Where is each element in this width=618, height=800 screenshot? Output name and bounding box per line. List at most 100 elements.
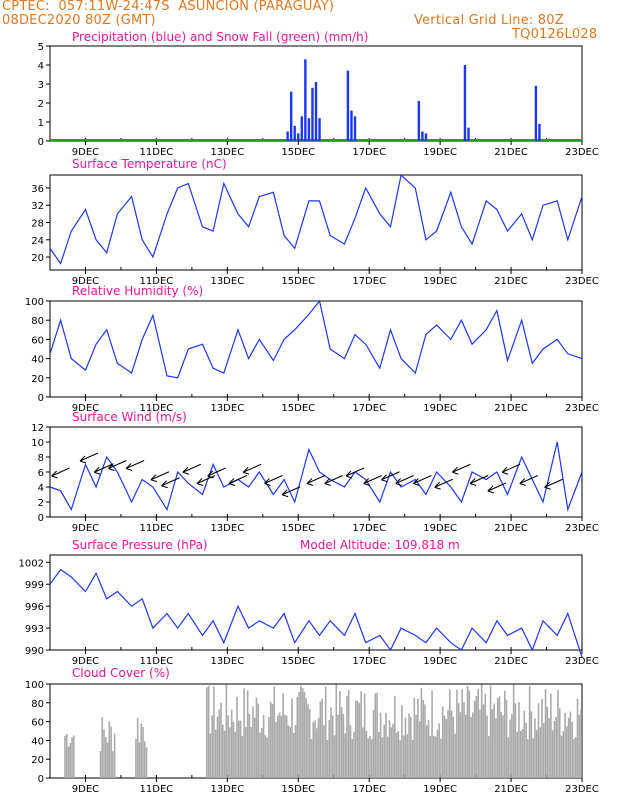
cloud-bar [574,736,577,778]
x-tick-label: 19DEC [423,656,457,667]
wind-arrowhead [395,478,402,486]
wind-arrowhead [363,478,370,486]
wind-arrowhead [487,485,495,494]
x-tick-label: 13DEC [210,276,244,287]
cloud-bar [207,685,210,778]
cloud-bar [541,698,543,778]
cloud-bar [335,684,338,778]
cloud-bar [392,723,394,778]
cloud-bar [245,726,247,778]
x-tick-label: 11DEC [140,276,174,287]
wind-vector [228,475,248,484]
wind-vector [345,467,365,477]
cloud-bar [479,709,481,778]
cloud-bar [276,715,279,778]
wind-vector [281,486,301,496]
y-tick-label: 0 [38,393,44,404]
cloud-bar [503,690,506,778]
cloud-bar [112,751,114,778]
x-tick-label: 13DEC [210,523,244,534]
cloud-bar [557,689,559,778]
cloud-bar [374,693,377,778]
cloud-bar [395,732,398,778]
cloud-bar [264,735,267,778]
cloud-bar [269,701,272,778]
y-tick-label: 100 [25,680,44,691]
cloud-bar [542,723,545,778]
cloud-bar [567,717,570,778]
cloud-bar [397,731,400,778]
wind-vector [413,475,432,484]
x-tick-label: 23DEC [565,784,599,795]
cloud-bar [381,737,384,778]
precip-bar [289,91,293,141]
wind-vector [150,471,170,481]
cloud-bar [259,732,261,778]
cloud-bar [420,687,423,778]
cloud-bar [285,715,288,778]
cloud-bar [230,709,233,778]
cloud-bar [484,693,487,778]
cloud-bar [530,711,533,778]
cloud-bar [369,735,371,778]
cloud-bar [489,685,492,778]
precip-bar [311,87,314,141]
wind-vector [487,482,507,492]
cloud-bar [298,691,300,778]
cloud-bar [544,689,547,778]
wind-vector [125,460,145,469]
panel-title: Cloud Cover (%) [72,666,170,680]
cloud-bar [431,690,433,778]
cloud-bar [454,733,456,778]
y-tick-label: 2 [38,498,44,509]
wind-arrowhead [345,470,353,479]
x-tick-label: 23DEC [565,403,599,414]
cloud-bar [443,715,446,778]
wind-vector [264,475,283,484]
cloud-bar [532,738,534,778]
wind-vector [108,460,127,469]
cloud-bar [404,717,407,778]
panel-title: Surface Temperature (nC) [72,157,227,171]
y-tick-label: 20 [31,253,44,264]
cloud-bar [209,733,212,778]
x-tick-label: 11DEC [140,147,174,158]
cloud-bar [275,722,277,778]
cloud-bar [349,725,352,778]
cloud-bar [355,700,357,778]
cloud-bar [330,707,332,778]
cloud-bar [548,718,550,778]
y-tick-label: 10 [31,438,44,449]
wind-vector [242,463,262,473]
x-tick-label: 21DEC [494,276,528,287]
cloud-bar [480,684,483,778]
cloud-bar [316,728,318,778]
wind-arrowhead [182,466,190,475]
cloud-bar [525,722,527,778]
cloud-bar [535,730,538,778]
x-tick-label: 23DEC [565,656,599,667]
cloud-bar [307,704,309,778]
wind-vector [93,463,113,473]
cloud-bar [253,717,256,778]
cloud-bar [507,737,510,778]
cloud-bar [502,715,504,778]
cloud-bar [452,716,455,778]
cloud-bar [528,686,531,778]
x-tick-label: 17DEC [352,784,386,795]
y-tick-label: 993 [25,624,44,635]
cloud-bar [500,712,503,778]
cloud-bar [546,706,549,778]
cloud-bar [394,695,396,778]
cloud-bar [222,724,224,778]
cloud-bar [422,699,424,778]
cloud-bar [262,714,265,778]
cloud-bar [390,727,393,778]
cloud-bar [576,698,579,778]
cloud-bar [537,703,540,778]
precip-bar [421,131,424,141]
cloud-bar [493,703,495,778]
cloud-bar [103,729,105,778]
wind-arrowhead [242,466,250,475]
cloud-bar [372,710,375,778]
